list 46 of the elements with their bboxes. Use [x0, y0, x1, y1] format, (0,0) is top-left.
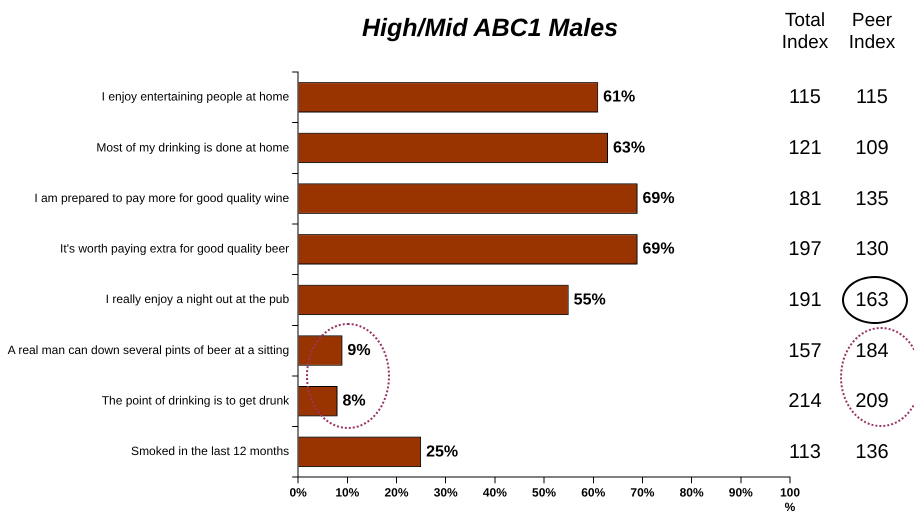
data-label: 181	[787, 186, 823, 211]
data-label: 55%	[574, 291, 606, 308]
x-tick-label: 40%	[482, 486, 508, 500]
data-label: 9%	[347, 342, 371, 359]
x-tick-label: Peer Index	[848, 10, 896, 54]
y-tick-label: It's worth paying extra for good quality beer	[60, 242, 290, 256]
data-label: 136	[854, 440, 890, 464]
data-label: 115	[855, 85, 889, 110]
data-label: 121	[787, 136, 823, 160]
data-label: 135	[854, 186, 890, 211]
data-label: 115	[788, 85, 822, 110]
y-tick-label: The point of drinking is to get drunk	[102, 394, 290, 408]
x-tick-label: 30%	[434, 486, 458, 500]
x-tick-label: 0%	[289, 486, 308, 500]
data-label: 197	[787, 237, 823, 262]
data-label: 25%	[426, 443, 458, 460]
x-tick-label: 70%	[630, 486, 655, 500]
data-label: 8%	[342, 392, 366, 410]
x-tick-label: 80%	[680, 486, 704, 500]
data-label: 130	[854, 237, 890, 262]
y-tick-label: I am prepared to pay more for good quality wine	[34, 190, 290, 205]
data-label: 63%	[613, 139, 646, 156]
y-tick-label: Smoked in the last 12 months	[131, 444, 290, 458]
x-tick-label: 100 %	[780, 486, 800, 514]
y-tick-label: I enjoy entertaining people at home	[102, 90, 290, 104]
data-label: 109	[854, 136, 890, 160]
x-tick-label: Total Index	[780, 10, 830, 54]
data-label: 163	[854, 288, 890, 312]
data-label: 214	[787, 389, 823, 414]
x-tick-label: 90%	[728, 486, 754, 500]
data-label: 69%	[642, 240, 675, 258]
data-label: 113	[788, 440, 822, 464]
data-label: 157	[787, 338, 823, 363]
x-tick-label: 20%	[384, 486, 409, 500]
data-label: 209	[854, 389, 890, 414]
y-tick-label: A real man can down several pints of beer at a sitting	[8, 342, 290, 357]
y-tick-label: Most of my drinking is done at home	[96, 140, 290, 154]
x-tick-label: 50%	[532, 486, 556, 500]
x-tick-label: 10%	[335, 486, 360, 500]
chart-title: High/Mid ABC1 Males	[360, 14, 620, 43]
data-label: 61%	[603, 88, 636, 106]
y-tick-label: I really enjoy a night out at the pub	[106, 292, 290, 306]
data-label: 69%	[642, 190, 675, 208]
x-tick-label: 60%	[581, 486, 606, 500]
data-label: 184	[854, 338, 890, 363]
data-label: 191	[787, 288, 823, 312]
